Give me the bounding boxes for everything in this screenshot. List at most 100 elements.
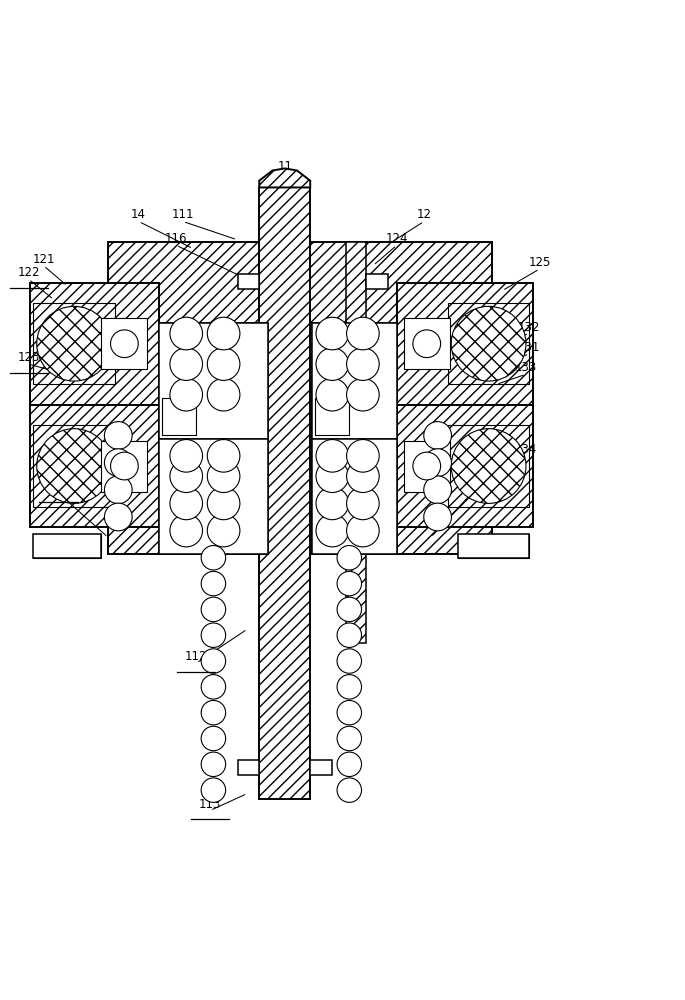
Circle shape xyxy=(337,623,362,647)
Circle shape xyxy=(347,378,379,411)
Text: 111: 111 xyxy=(171,208,194,221)
Circle shape xyxy=(347,460,379,493)
Circle shape xyxy=(337,649,362,673)
Text: 13: 13 xyxy=(464,480,479,493)
Bar xyxy=(448,425,530,507)
Bar xyxy=(101,318,147,369)
Circle shape xyxy=(104,449,132,476)
Circle shape xyxy=(424,476,451,504)
Bar xyxy=(315,398,349,435)
Circle shape xyxy=(110,452,138,480)
Text: 14: 14 xyxy=(131,208,146,221)
Circle shape xyxy=(104,476,132,504)
Text: 131: 131 xyxy=(518,341,540,354)
Bar xyxy=(448,303,530,384)
Circle shape xyxy=(201,623,225,647)
Circle shape xyxy=(37,306,112,381)
Bar xyxy=(458,534,530,558)
Circle shape xyxy=(337,752,362,777)
Circle shape xyxy=(337,778,362,802)
Text: 112: 112 xyxy=(185,650,208,663)
Polygon shape xyxy=(259,168,310,187)
Circle shape xyxy=(201,649,225,673)
Text: 11: 11 xyxy=(277,160,292,173)
Text: 12: 12 xyxy=(416,208,432,221)
Text: 134: 134 xyxy=(514,443,537,456)
Circle shape xyxy=(201,571,225,596)
Circle shape xyxy=(347,440,379,472)
Circle shape xyxy=(37,429,112,503)
Circle shape xyxy=(110,330,138,358)
Bar xyxy=(34,303,115,384)
Circle shape xyxy=(347,514,379,547)
Circle shape xyxy=(424,449,451,476)
Circle shape xyxy=(337,597,362,622)
Circle shape xyxy=(170,317,203,350)
Polygon shape xyxy=(30,283,159,405)
Text: 126: 126 xyxy=(47,480,70,493)
Circle shape xyxy=(201,675,225,699)
Polygon shape xyxy=(346,242,366,643)
Circle shape xyxy=(170,378,203,411)
Circle shape xyxy=(337,675,362,699)
Circle shape xyxy=(337,726,362,751)
Circle shape xyxy=(316,378,349,411)
Circle shape xyxy=(451,306,526,381)
Polygon shape xyxy=(34,534,101,558)
Polygon shape xyxy=(312,323,397,439)
Circle shape xyxy=(170,440,203,472)
Circle shape xyxy=(170,348,203,380)
Circle shape xyxy=(337,700,362,725)
Text: 116: 116 xyxy=(165,232,187,245)
Bar xyxy=(34,425,115,507)
Bar xyxy=(366,274,388,289)
Text: 123: 123 xyxy=(17,351,40,364)
Circle shape xyxy=(201,778,225,802)
Polygon shape xyxy=(312,439,397,554)
Circle shape xyxy=(201,752,225,777)
Circle shape xyxy=(201,726,225,751)
Bar xyxy=(159,439,268,554)
Circle shape xyxy=(451,429,526,503)
Circle shape xyxy=(201,546,225,570)
Polygon shape xyxy=(108,391,268,554)
Text: 121: 121 xyxy=(32,253,55,266)
Polygon shape xyxy=(159,323,268,439)
Circle shape xyxy=(316,348,349,380)
Circle shape xyxy=(316,317,349,350)
Circle shape xyxy=(208,460,240,493)
Bar xyxy=(162,398,197,435)
Polygon shape xyxy=(30,405,159,527)
Text: 124: 124 xyxy=(386,232,408,245)
Text: 113: 113 xyxy=(199,798,221,811)
Bar xyxy=(34,534,101,558)
Circle shape xyxy=(337,546,362,570)
Circle shape xyxy=(208,440,240,472)
Bar xyxy=(159,323,268,439)
Circle shape xyxy=(208,514,240,547)
Circle shape xyxy=(208,487,240,520)
Bar xyxy=(312,323,397,439)
Circle shape xyxy=(208,378,240,411)
Circle shape xyxy=(316,514,349,547)
Circle shape xyxy=(424,422,451,449)
Bar xyxy=(238,274,259,289)
Text: 125: 125 xyxy=(528,256,551,269)
Circle shape xyxy=(424,503,451,531)
Text: 132: 132 xyxy=(518,321,540,334)
Polygon shape xyxy=(312,391,492,554)
Circle shape xyxy=(201,700,225,725)
Bar xyxy=(101,441,147,492)
Circle shape xyxy=(413,330,440,358)
Bar xyxy=(312,439,397,554)
Circle shape xyxy=(316,460,349,493)
Polygon shape xyxy=(259,187,310,799)
Polygon shape xyxy=(397,405,533,527)
Circle shape xyxy=(208,348,240,380)
Text: 122: 122 xyxy=(17,266,40,279)
Circle shape xyxy=(316,487,349,520)
Bar xyxy=(310,760,332,775)
Circle shape xyxy=(170,460,203,493)
Bar xyxy=(238,760,259,775)
Circle shape xyxy=(170,514,203,547)
